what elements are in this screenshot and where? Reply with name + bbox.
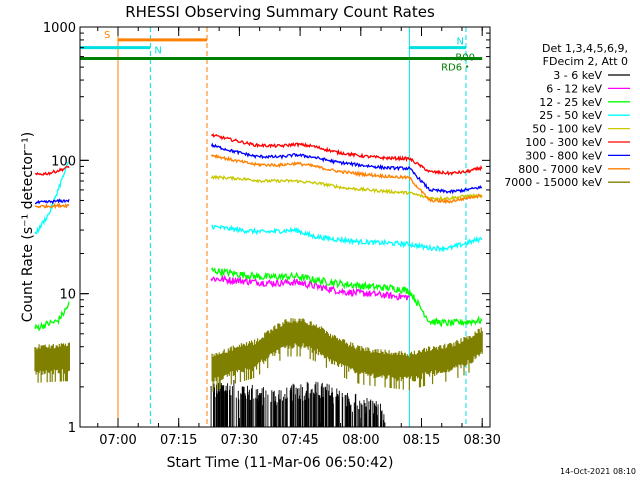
x-tick-label: 07:45 <box>281 433 318 448</box>
series-300-800-kev <box>34 142 483 205</box>
chart-title: RHESSI Observing Summary Count Rates <box>125 3 435 21</box>
axes: 1 10 100 1000 07:00 07:15 07:30 07:45 08:00 08:15… <box>43 21 501 448</box>
legend-entry-label: 25 - 50 keV <box>539 109 602 122</box>
series-spikes <box>210 380 386 427</box>
series-line <box>34 153 482 210</box>
legend-entry-label: 6 - 12 keV <box>546 82 602 95</box>
legend-header-line: Det 1,3,4,5,6,9, <box>542 42 628 55</box>
series-line <box>210 274 410 301</box>
legend-header-line: FDecim 2, Att 0 <box>543 55 628 68</box>
series-50-100-kev <box>210 174 483 202</box>
series-line <box>34 133 483 176</box>
y-tick-label: 100 <box>51 154 76 169</box>
series-12-25-kev <box>34 266 483 332</box>
series-7000-15000-kev <box>34 318 483 392</box>
legend-entry-label: 300 - 800 keV <box>525 149 602 162</box>
series-100-300-kev <box>34 133 483 176</box>
x-tick-label: 08:15 <box>403 433 440 448</box>
plot-frame <box>79 26 491 428</box>
timestamp: 14-Oct-2021 08:10 <box>560 467 636 476</box>
legend-entry-label: 800 - 7000 keV <box>518 163 602 176</box>
legend: Det 1,3,4,5,6,9,FDecim 2, Att 03 - 6 keV… <box>504 42 630 189</box>
legend-entry-label: 50 - 100 keV <box>532 123 602 136</box>
x-tick-label: 07:15 <box>160 433 197 448</box>
x-tick-label: 08:30 <box>463 433 500 448</box>
legend-entry-label: 7000 - 15000 keV <box>504 176 602 189</box>
series-line <box>34 266 483 332</box>
legend-entry-label: 12 - 25 keV <box>539 96 602 109</box>
series-6-12-kev <box>210 274 410 301</box>
series-line <box>34 142 483 205</box>
flag-label-n-1: N <box>154 46 161 57</box>
series-800-7000-kev <box>34 153 482 210</box>
flag-label-rd6-3: RD6 <box>441 63 462 74</box>
flag-label-r00-4: R00 <box>455 53 475 64</box>
x-tick-label: 07:00 <box>99 433 136 448</box>
y-tick-label: 10 <box>59 288 76 303</box>
legend-entry-label: 3 - 6 keV <box>553 69 602 82</box>
rd6-marker <box>466 65 469 68</box>
y-tick-label: 1000 <box>43 21 76 36</box>
flag-label-n-2: N <box>457 37 464 48</box>
y-axis-label: Count Rate (s⁻¹ detector⁻¹) <box>20 132 36 322</box>
series-line <box>210 174 483 202</box>
y-tick-label: 1 <box>68 421 76 436</box>
x-tick-label: 08:00 <box>342 433 379 448</box>
flag-label-s-0: S <box>104 30 110 41</box>
series-3-6-kev <box>210 380 386 427</box>
series-line <box>34 161 483 253</box>
x-axis-label: Start Time (11-Mar-06 06:50:42) <box>167 455 394 471</box>
x-tick-label: 07:30 <box>221 433 258 448</box>
legend-entry-label: 100 - 300 keV <box>525 136 602 149</box>
series-25-50-kev <box>34 161 483 253</box>
series-band <box>34 318 483 392</box>
